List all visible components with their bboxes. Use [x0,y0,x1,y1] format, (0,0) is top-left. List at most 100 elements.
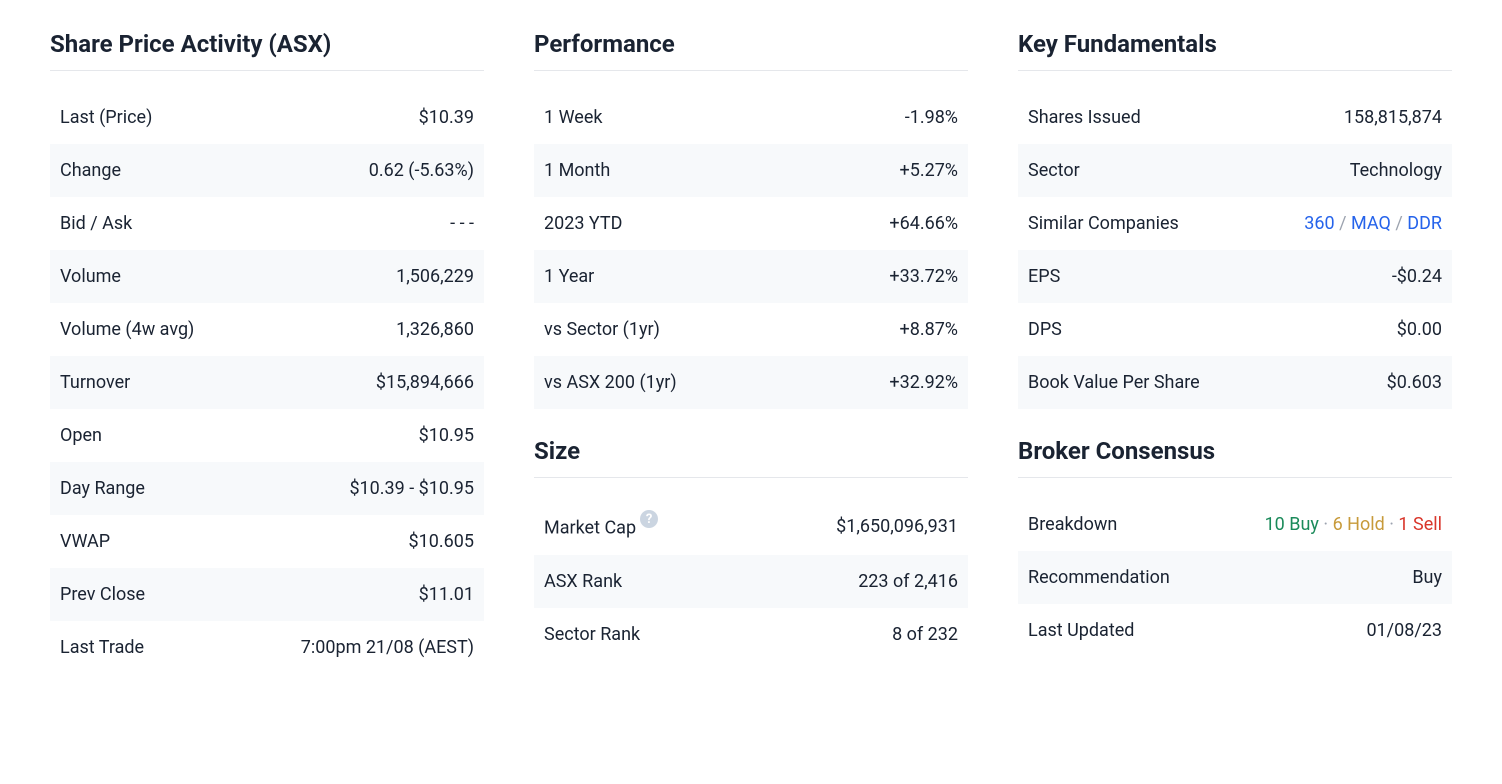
row-perf-vasx: vs ASX 200 (1yr) +32.92% [534,356,968,409]
row-updated: Last Updated 01/08/23 [1018,604,1452,657]
value-sectorrank: 8 of 232 [892,624,958,645]
row-sectorrank: Sector Rank 8 of 232 [534,608,968,661]
label-asxrank: ASX Rank [544,571,622,592]
size-title: Size [534,437,968,478]
label-open: Open [60,425,102,446]
value-sector: Technology [1350,160,1442,181]
row-vwap: VWAP $10.605 [50,515,484,568]
row-eps: EPS -$0.24 [1018,250,1452,303]
value-perf-1y: +33.72% [889,266,958,287]
label-change: Change [60,160,121,181]
value-perf-ytd: +64.66% [889,213,958,234]
row-mcap: Market Cap? $1,650,096,931 [534,498,968,555]
label-dps: DPS [1028,319,1062,340]
label-last-price: Last (Price) [60,107,152,128]
label-vwap: VWAP [60,531,110,552]
share-price-title: Share Price Activity (ASX) [50,30,484,71]
row-last-price: Last (Price) $10.39 [50,91,484,144]
value-bidask: - - - [450,213,474,234]
label-updated: Last Updated [1028,620,1134,641]
value-similar: 360 / MAQ / DDR [1304,213,1442,234]
help-icon[interactable]: ? [640,510,658,528]
label-bvps: Book Value Per Share [1028,372,1200,393]
row-asxrank: ASX Rank 223 of 2,416 [534,555,968,608]
similar-link-0[interactable]: 360 [1304,213,1334,234]
label-similar: Similar Companies [1028,213,1179,234]
value-updated[interactable]: 01/08/23 [1366,620,1442,641]
row-dps: DPS $0.00 [1018,303,1452,356]
label-perf-1y: 1 Year [544,266,594,287]
label-recommendation: Recommendation [1028,567,1170,588]
row-change: Change 0.62 (-5.63%) [50,144,484,197]
label-dayrange: Day Range [60,478,145,499]
breakdown-hold: 6 Hold [1333,514,1385,535]
label-perf-vasx: vs ASX 200 (1yr) [544,372,677,393]
value-asxrank: 223 of 2,416 [858,571,958,592]
row-prevclose: Prev Close $11.01 [50,568,484,621]
breakdown-dot-0: · [1319,514,1333,535]
col-performance-size: Performance 1 Week -1.98% 1 Month +5.27%… [534,30,968,674]
stock-summary-grid: Share Price Activity (ASX) Last (Price) … [50,30,1452,674]
value-eps: -$0.24 [1392,266,1442,287]
fundamentals-title: Key Fundamentals [1018,30,1452,71]
similar-sep-0: / [1335,213,1351,234]
breakdown-buy: 10 Buy [1265,514,1319,535]
row-open: Open $10.95 [50,409,484,462]
label-perf-vsector: vs Sector (1yr) [544,319,660,340]
label-sector: Sector [1028,160,1080,181]
value-dayrange: $10.39 - $10.95 [349,478,474,499]
label-bidask: Bid / Ask [60,213,132,234]
value-last-price: $10.39 [419,107,474,128]
value-volume4w: 1,326,860 [396,319,474,340]
similar-link-1[interactable]: MAQ [1351,213,1391,234]
row-lasttrade: Last Trade 7:00pm 21/08 (AEST) [50,621,484,674]
value-perf-1m: +5.27% [900,160,959,181]
similar-sep-1: / [1391,213,1407,234]
row-volume: Volume 1,506,229 [50,250,484,303]
value-dps: $0.00 [1397,319,1442,340]
breakdown-dot-1: · [1385,514,1399,535]
row-recommendation: Recommendation Buy [1018,551,1452,604]
label-turnover: Turnover [60,372,130,393]
row-shares: Shares Issued 158,815,874 [1018,91,1452,144]
value-perf-1w: -1.98% [905,107,958,128]
row-volume4w: Volume (4w avg) 1,326,860 [50,303,484,356]
row-perf-vsector: vs Sector (1yr) +8.87% [534,303,968,356]
value-turnover: $15,894,666 [376,372,474,393]
value-change: 0.62 (-5.63%) [369,160,474,181]
row-bvps: Book Value Per Share $0.603 [1018,356,1452,409]
value-breakdown: 10 Buy · 6 Hold · 1 Sell [1265,514,1442,535]
row-sector: Sector Technology [1018,144,1452,197]
label-mcap: Market Cap? [544,514,658,539]
row-breakdown: Breakdown 10 Buy · 6 Hold · 1 Sell [1018,498,1452,551]
label-volume: Volume [60,266,121,287]
label-prevclose: Prev Close [60,584,145,605]
performance-title: Performance [534,30,968,71]
value-shares: 158,815,874 [1344,107,1442,128]
row-similar: Similar Companies 360 / MAQ / DDR [1018,197,1452,250]
value-prevclose: $11.01 [419,584,474,605]
value-volume: 1,506,229 [396,266,474,287]
value-open: $10.95 [419,425,474,446]
label-perf-ytd: 2023 YTD [544,213,622,234]
row-dayrange: Day Range $10.39 - $10.95 [50,462,484,515]
label-lasttrade: Last Trade [60,637,144,658]
value-bvps: $0.603 [1387,372,1442,393]
value-lasttrade: 7:00pm 21/08 (AEST) [301,637,474,658]
row-perf-1y: 1 Year +33.72% [534,250,968,303]
row-perf-1m: 1 Month +5.27% [534,144,968,197]
value-perf-vsector: +8.87% [900,319,959,340]
label-perf-1w: 1 Week [544,107,603,128]
row-bidask: Bid / Ask - - - [50,197,484,250]
row-perf-ytd: 2023 YTD +64.66% [534,197,968,250]
breakdown-sell: 1 Sell [1398,514,1442,535]
label-mcap-text: Market Cap [544,518,636,539]
col-share-price: Share Price Activity (ASX) Last (Price) … [50,30,484,674]
similar-link-2[interactable]: DDR [1407,213,1442,234]
broker-title: Broker Consensus [1018,437,1452,478]
label-volume4w: Volume (4w avg) [60,319,194,340]
label-perf-1m: 1 Month [544,160,610,181]
value-vwap: $10.605 [409,531,474,552]
label-sectorrank: Sector Rank [544,624,640,645]
value-mcap: $1,650,096,931 [836,516,958,537]
